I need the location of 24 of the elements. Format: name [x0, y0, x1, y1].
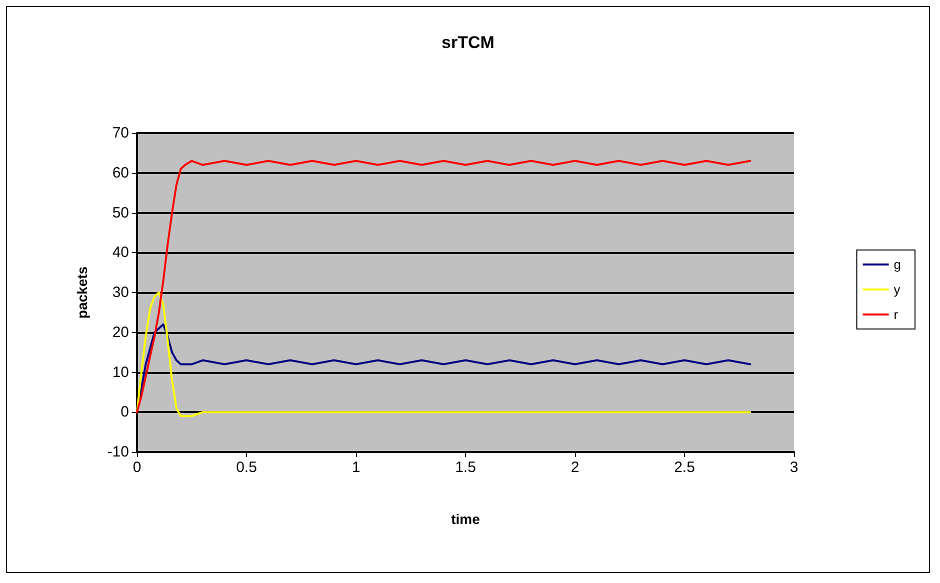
line-series	[136, 160, 752, 414]
y-tick-label: 20	[112, 324, 129, 341]
y-tick-label: 0	[120, 404, 129, 421]
y-tick-label: 40	[112, 244, 129, 262]
legend-label: g	[894, 257, 902, 272]
y-tick-label: 50	[112, 204, 129, 222]
y-axis-title: packets	[74, 266, 90, 319]
x-tick-label: 0	[132, 459, 142, 476]
y-tick-label: 70	[112, 124, 129, 142]
y-tick-label: 30	[112, 284, 129, 301]
x-axis-title: time	[451, 511, 480, 527]
line-series	[136, 292, 752, 418]
legend-label: r	[894, 307, 899, 322]
y-tick-label: -10	[107, 444, 129, 460]
x-tick-label: 3	[790, 459, 798, 476]
chart-title: srTCM	[442, 33, 494, 52]
x-tick-label: 2	[570, 459, 580, 476]
y-tick-label: 60	[112, 164, 129, 182]
legend-label: y	[894, 282, 901, 297]
x-tick-label: 0.5	[236, 459, 257, 476]
x-tick-label: 2.5	[674, 459, 695, 476]
y-tick-label: 10	[112, 364, 129, 381]
x-tick-label: 1	[352, 459, 360, 476]
x-tick-label: 1.5	[455, 459, 476, 476]
